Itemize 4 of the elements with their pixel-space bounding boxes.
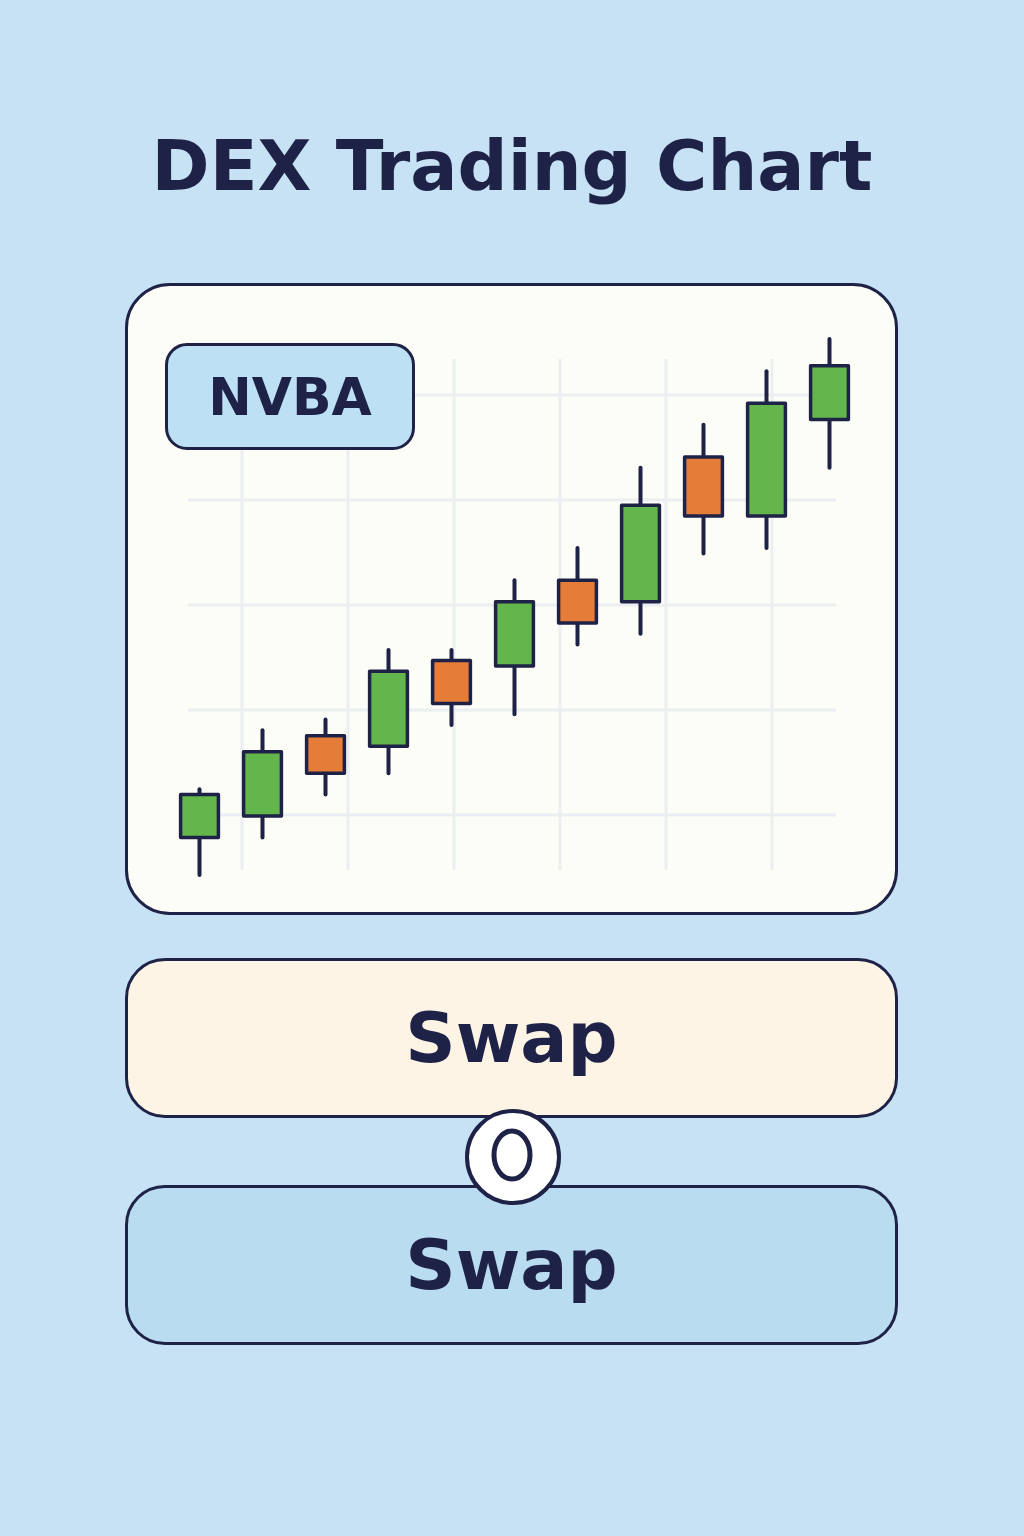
button: Swap [125,958,898,1118]
button: Swap [125,1185,898,1345]
ticker-badge: NVBA [165,343,415,450]
chart-title: DEX Trading Chart [150,125,874,207]
